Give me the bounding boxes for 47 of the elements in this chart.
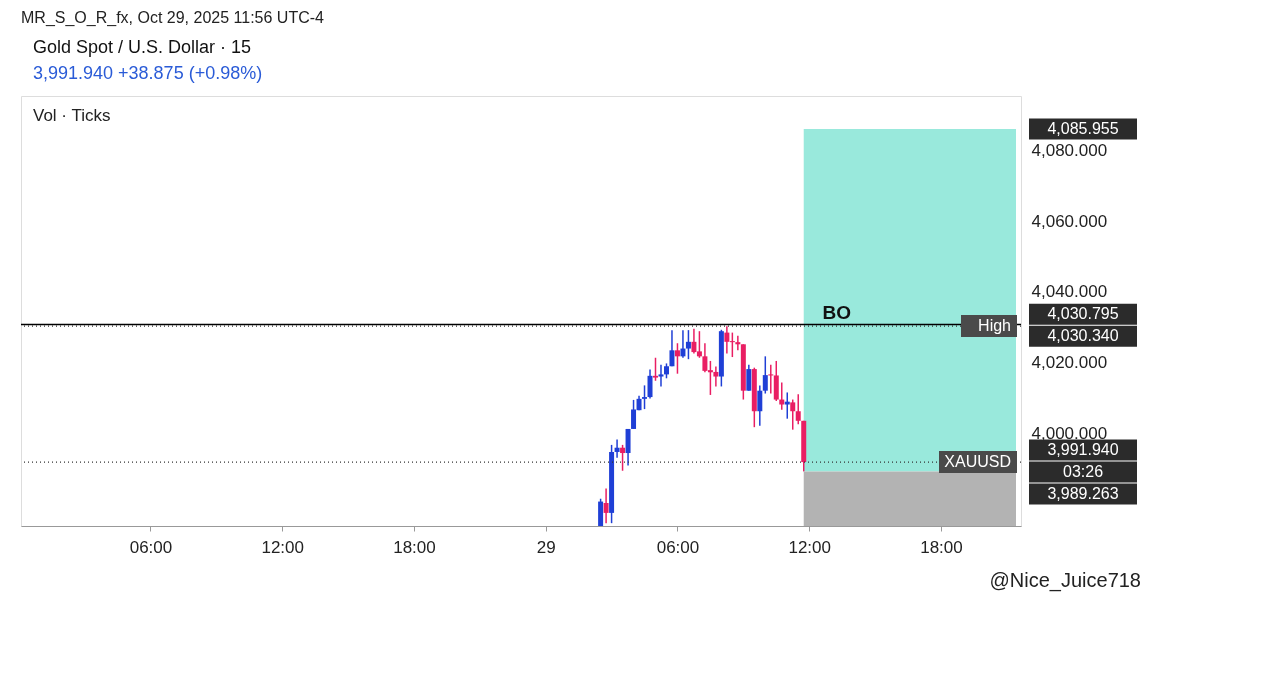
candlestick <box>779 381 785 411</box>
candlestick <box>757 384 763 427</box>
candlestick <box>680 329 686 359</box>
x-tick-label: 18:00 <box>920 537 963 557</box>
annotation: 4,030.340 <box>1047 327 1119 345</box>
x-tick-label: 12:00 <box>261 537 304 557</box>
annotation: 4,085.955 <box>1047 120 1119 138</box>
text: MR_S_O_R_fx, Oct 29, 2025 11:56 UTC-4 <box>21 9 325 27</box>
annotation: 03:26 <box>1062 463 1104 481</box>
candlestick <box>735 335 741 352</box>
x-tick-label: 18:00 <box>393 537 436 557</box>
candlestick <box>603 487 609 524</box>
y-tick-label: 4,040.000 <box>1031 282 1108 302</box>
candlestick <box>653 357 658 382</box>
annotation: 3,989.263 <box>1047 485 1119 503</box>
ref-line-label: XAUUSD <box>944 453 1011 471</box>
candlestick <box>685 329 691 360</box>
candlestick <box>620 444 626 472</box>
chart-title: Gold Spot / U.S. Dollar · 15 <box>33 37 252 57</box>
candlestick <box>795 393 801 426</box>
annotation: Vol · Ticks <box>33 106 111 125</box>
candlestick <box>713 365 719 388</box>
text: @Nice_Juice718 <box>989 569 1141 592</box>
x-tick-label: 06:00 <box>129 537 173 557</box>
x-tick-label: 12:00 <box>788 537 831 557</box>
annotation: BO <box>822 302 851 324</box>
candlestick <box>669 329 675 368</box>
candlestick <box>647 368 653 400</box>
ref-line-label: High <box>978 317 1011 335</box>
candlestick <box>746 364 752 392</box>
candlestick <box>768 364 774 395</box>
x-tick-label: 29 <box>536 537 556 557</box>
candlestick <box>790 398 796 431</box>
candlestick <box>614 438 620 459</box>
candlestick <box>674 342 680 375</box>
x-tick-label: 06:00 <box>656 537 700 557</box>
candlestick <box>658 364 664 388</box>
candlestick <box>784 391 790 420</box>
chart-subtitle: 3,991.940 +38.875 (+0.98%) <box>33 63 263 83</box>
annotation: 3,991.940 <box>1047 441 1119 459</box>
annotation: 4,030.795 <box>1047 305 1119 323</box>
candlestick <box>762 355 768 395</box>
y-tick-label: 4,080.000 <box>1031 140 1108 160</box>
candlestick <box>642 384 648 410</box>
y-tick-label: 4,000.000 <box>1031 424 1108 444</box>
y-tick-label: 4,020.000 <box>1031 353 1108 373</box>
y-tick-label: 4,060.000 <box>1031 211 1108 231</box>
